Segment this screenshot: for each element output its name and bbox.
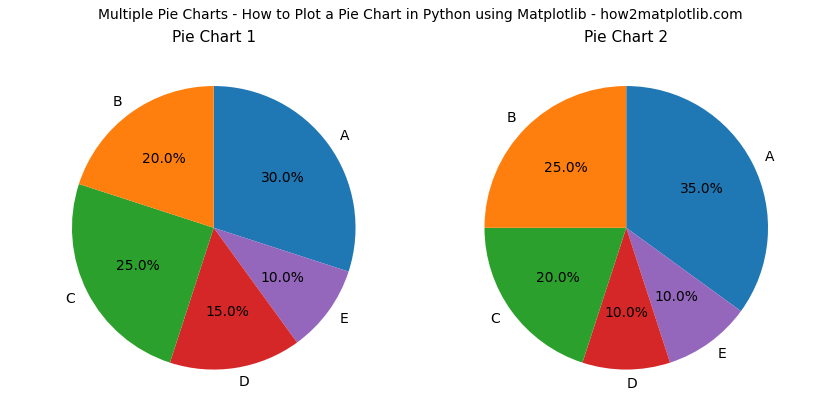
Text: E: E bbox=[340, 312, 349, 326]
Text: 10.0%: 10.0% bbox=[654, 290, 698, 304]
Title: Pie Chart 1: Pie Chart 1 bbox=[171, 30, 255, 45]
Text: E: E bbox=[718, 347, 727, 361]
Wedge shape bbox=[213, 86, 355, 272]
Text: 35.0%: 35.0% bbox=[680, 182, 724, 196]
Text: 10.0%: 10.0% bbox=[604, 306, 648, 320]
Wedge shape bbox=[485, 86, 627, 228]
Wedge shape bbox=[170, 228, 297, 370]
Text: D: D bbox=[239, 375, 249, 389]
Wedge shape bbox=[627, 86, 768, 311]
Text: B: B bbox=[113, 94, 122, 109]
Text: 15.0%: 15.0% bbox=[205, 305, 249, 319]
Text: 20.0%: 20.0% bbox=[142, 152, 186, 166]
Wedge shape bbox=[213, 228, 349, 342]
Text: 25.0%: 25.0% bbox=[116, 260, 160, 273]
Wedge shape bbox=[72, 184, 213, 362]
Title: Pie Chart 2: Pie Chart 2 bbox=[585, 30, 669, 45]
Text: 10.0%: 10.0% bbox=[260, 271, 305, 285]
Text: A: A bbox=[340, 129, 349, 143]
Text: A: A bbox=[765, 150, 774, 164]
Text: 20.0%: 20.0% bbox=[536, 271, 580, 285]
Wedge shape bbox=[627, 228, 741, 362]
Text: 25.0%: 25.0% bbox=[544, 160, 588, 175]
Text: 30.0%: 30.0% bbox=[260, 171, 304, 185]
Text: B: B bbox=[507, 110, 516, 124]
Text: D: D bbox=[627, 377, 637, 391]
Wedge shape bbox=[485, 228, 627, 362]
Wedge shape bbox=[582, 228, 670, 370]
Text: Multiple Pie Charts - How to Plot a Pie Chart in Python using Matplotlib - how2m: Multiple Pie Charts - How to Plot a Pie … bbox=[97, 8, 743, 22]
Text: C: C bbox=[65, 291, 75, 306]
Text: C: C bbox=[491, 312, 500, 326]
Wedge shape bbox=[79, 86, 213, 228]
